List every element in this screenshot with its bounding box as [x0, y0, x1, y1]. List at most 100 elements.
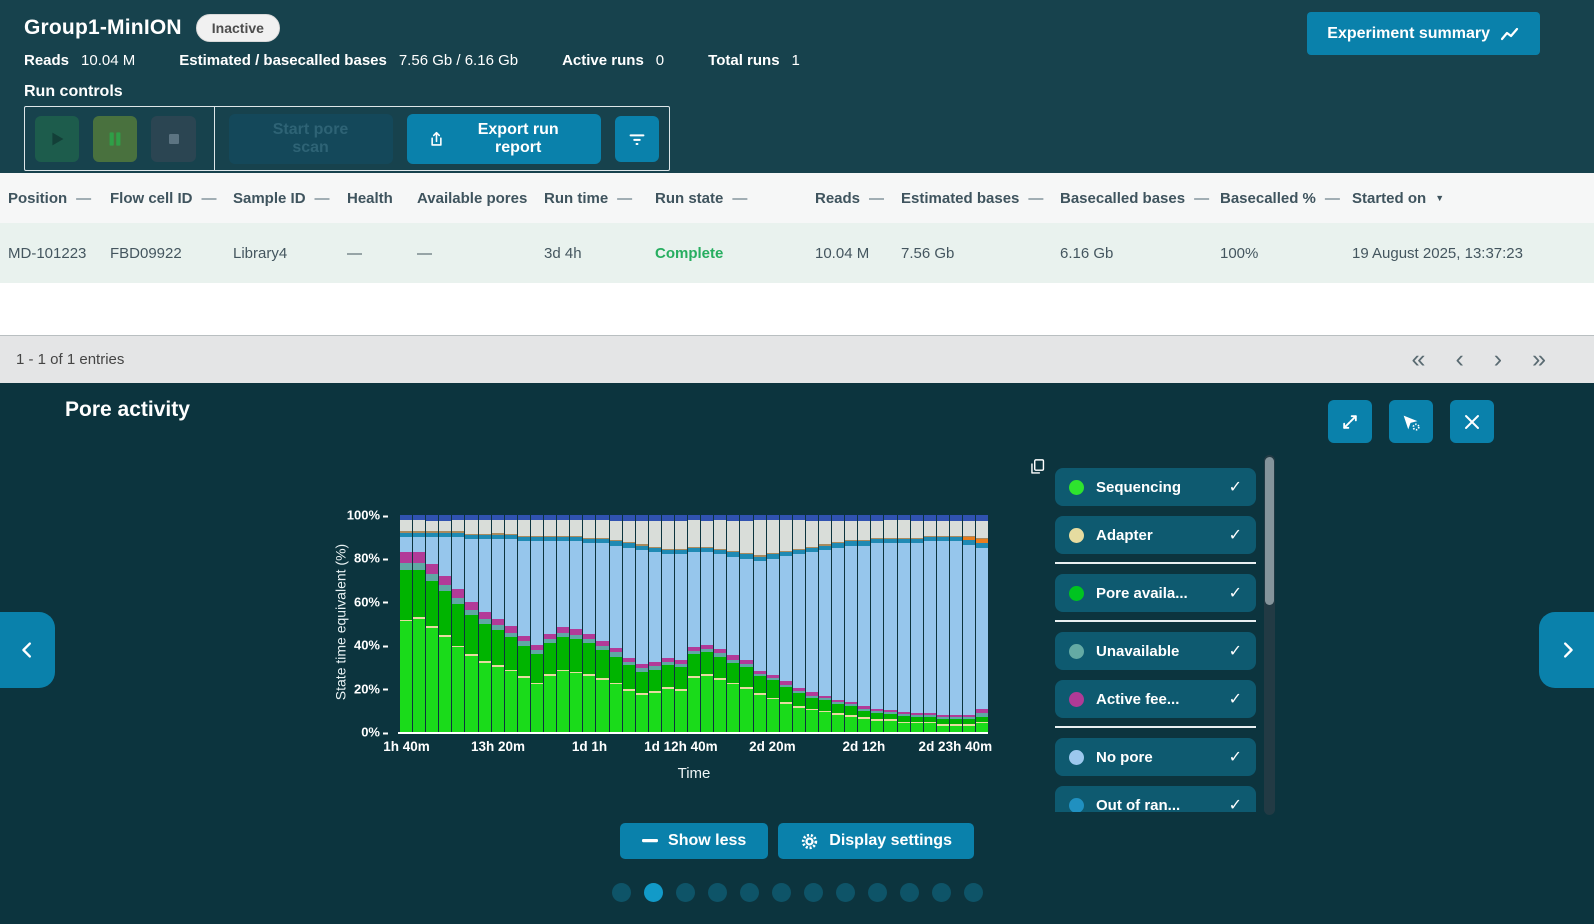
legend-color-dot [1069, 479, 1084, 495]
x-tick-1h-40m: 1h 40m [383, 739, 430, 754]
filter-button[interactable] [614, 115, 660, 162]
bar-16 [609, 515, 622, 732]
show-less-button[interactable]: Show less [620, 823, 769, 859]
x-axis-label: Time [677, 765, 711, 782]
copy-icon [1028, 457, 1047, 477]
column-label: Run time [544, 189, 609, 207]
legend-label: No pore [1096, 748, 1153, 766]
y-tick-80: 80% [353, 550, 389, 566]
column-header-flow-cell-id[interactable]: Flow cell ID — [110, 190, 233, 207]
device-stats: Reads 10.04 M Estimated / basecalled bases… [24, 52, 1594, 69]
legend-scrollbar[interactable] [1264, 455, 1275, 815]
column-header-started-on[interactable]: Started on ▼ [1352, 190, 1594, 207]
close-panel-button[interactable] [1450, 400, 1494, 443]
carousel-dot-0[interactable] [611, 883, 631, 902]
carousel-dot-3[interactable] [707, 883, 727, 902]
stat-label: Estimated / basecalled bases [179, 52, 387, 69]
carousel-previous-button[interactable] [0, 612, 55, 688]
legend-scrollbar-thumb[interactable] [1265, 457, 1274, 605]
column-header-basecalled-bases[interactable]: Basecalled bases — [1060, 190, 1220, 207]
legend-item-no-pore[interactable]: No pore ✓ [1055, 738, 1256, 776]
run-controls-toolbar: Start pore scan Export run report [24, 106, 670, 171]
chevron-right-icon [1556, 637, 1578, 663]
start-pore-scan-button[interactable]: Start pore scan [228, 113, 393, 164]
column-header-basecalled[interactable]: Basecalled % — [1220, 190, 1352, 207]
carousel-dot-1[interactable] [643, 883, 663, 902]
play-icon [46, 128, 68, 150]
chart-legend: Sequencing ✓ Adapter ✓ Pore availa... ✓ Unavai… [1055, 468, 1256, 812]
play-button[interactable] [35, 115, 80, 162]
previous-page-button[interactable]: ‹ [1455, 345, 1464, 373]
display-settings-button[interactable]: Display settings [778, 823, 974, 859]
pause-button[interactable] [93, 115, 138, 162]
bar-20 [661, 515, 674, 732]
last-page-button[interactable]: » [1532, 345, 1546, 373]
sort-unsorted-icon: — [314, 189, 330, 207]
carousel-dot-10[interactable] [931, 883, 951, 902]
check-icon: ✓ [1228, 527, 1242, 544]
bar-9 [517, 515, 530, 732]
carousel-dot-11[interactable] [963, 883, 983, 902]
run-controls-label: Run controls [24, 83, 123, 100]
bar-31 [805, 515, 818, 732]
display-settings-label: Display settings [829, 832, 952, 849]
legend-item-out-of-ran[interactable]: Out of ran... ✓ [1055, 786, 1256, 812]
column-header-run-state[interactable]: Run state — [655, 190, 815, 207]
column-header-estimated-bases[interactable]: Estimated bases — [901, 190, 1060, 207]
bar-5 [465, 515, 478, 732]
first-page-button[interactable]: « [1411, 345, 1426, 373]
column-header-available-pores[interactable]: Available pores [417, 190, 544, 207]
cell-reads: 10.04 M [815, 244, 870, 262]
legend-color-dot [1069, 691, 1084, 707]
bar-12 [557, 515, 570, 732]
legend-item-pore-availa[interactable]: Pore availa... ✓ [1055, 574, 1256, 612]
carousel-dot-4[interactable] [739, 883, 759, 902]
legend-item-unavailable[interactable]: Unavailable ✓ [1055, 632, 1256, 670]
check-icon: ✓ [1228, 643, 1242, 660]
copy-chart-button[interactable] [1028, 457, 1047, 477]
table-header-row: Position — Flow cell ID — Sample ID — Health Av… [0, 173, 1594, 223]
cursor-settings-icon [1400, 411, 1422, 433]
carousel-dot-7[interactable] [835, 883, 855, 902]
chart-tool-button[interactable] [1389, 400, 1433, 443]
legend-item-sequencing[interactable]: Sequencing ✓ [1055, 468, 1256, 506]
table-row[interactable]: MD-101223 FBD09922 Library4 — — 3d 4h Complete… [0, 223, 1594, 283]
legend-item-adapter[interactable]: Adapter ✓ [1055, 516, 1256, 554]
column-header-reads[interactable]: Reads — [815, 190, 901, 207]
bar-2 [426, 515, 439, 732]
column-header-sample-id[interactable]: Sample ID — [233, 190, 347, 207]
carousel-dot-8[interactable] [867, 883, 887, 902]
show-less-label: Show less [668, 832, 747, 849]
toolbar-divider [213, 107, 215, 170]
bar-21 [674, 515, 688, 732]
stop-button[interactable] [151, 115, 196, 162]
expand-chart-button[interactable] [1328, 400, 1372, 443]
carousel-dot-6[interactable] [803, 883, 823, 902]
stat-value: 10.04 M [81, 52, 136, 69]
legend-divider [1055, 562, 1256, 564]
bar-33 [832, 515, 845, 732]
stat-value: 0 [655, 52, 665, 69]
bar-10 [530, 515, 544, 732]
export-run-report-button[interactable]: Export run report [406, 113, 601, 164]
carousel-dot-5[interactable] [771, 883, 791, 902]
next-page-button[interactable]: › [1493, 345, 1503, 373]
carousel-dot-9[interactable] [899, 883, 919, 902]
bar-7 [491, 515, 504, 732]
column-header-health[interactable]: Health [347, 190, 417, 207]
sort-desc-icon: ▼ [1435, 193, 1445, 203]
carousel-next-button[interactable] [1539, 612, 1594, 688]
bar-28 [766, 515, 779, 732]
experiment-summary-button[interactable]: Experiment summary [1307, 12, 1540, 55]
bar-14 [583, 515, 596, 732]
column-header-position[interactable]: Position — [8, 190, 110, 207]
column-header-run-time[interactable]: Run time — [544, 190, 655, 207]
filter-icon [626, 128, 648, 150]
sort-unsorted-icon: — [1194, 189, 1210, 207]
line-chart-icon [1500, 26, 1520, 42]
carousel-dot-2[interactable] [675, 883, 695, 902]
gear-icon [800, 832, 819, 851]
cell-run-state: Complete [655, 244, 724, 262]
chevron-left-icon [17, 637, 39, 663]
legend-item-active-fee[interactable]: Active fee... ✓ [1055, 680, 1256, 718]
